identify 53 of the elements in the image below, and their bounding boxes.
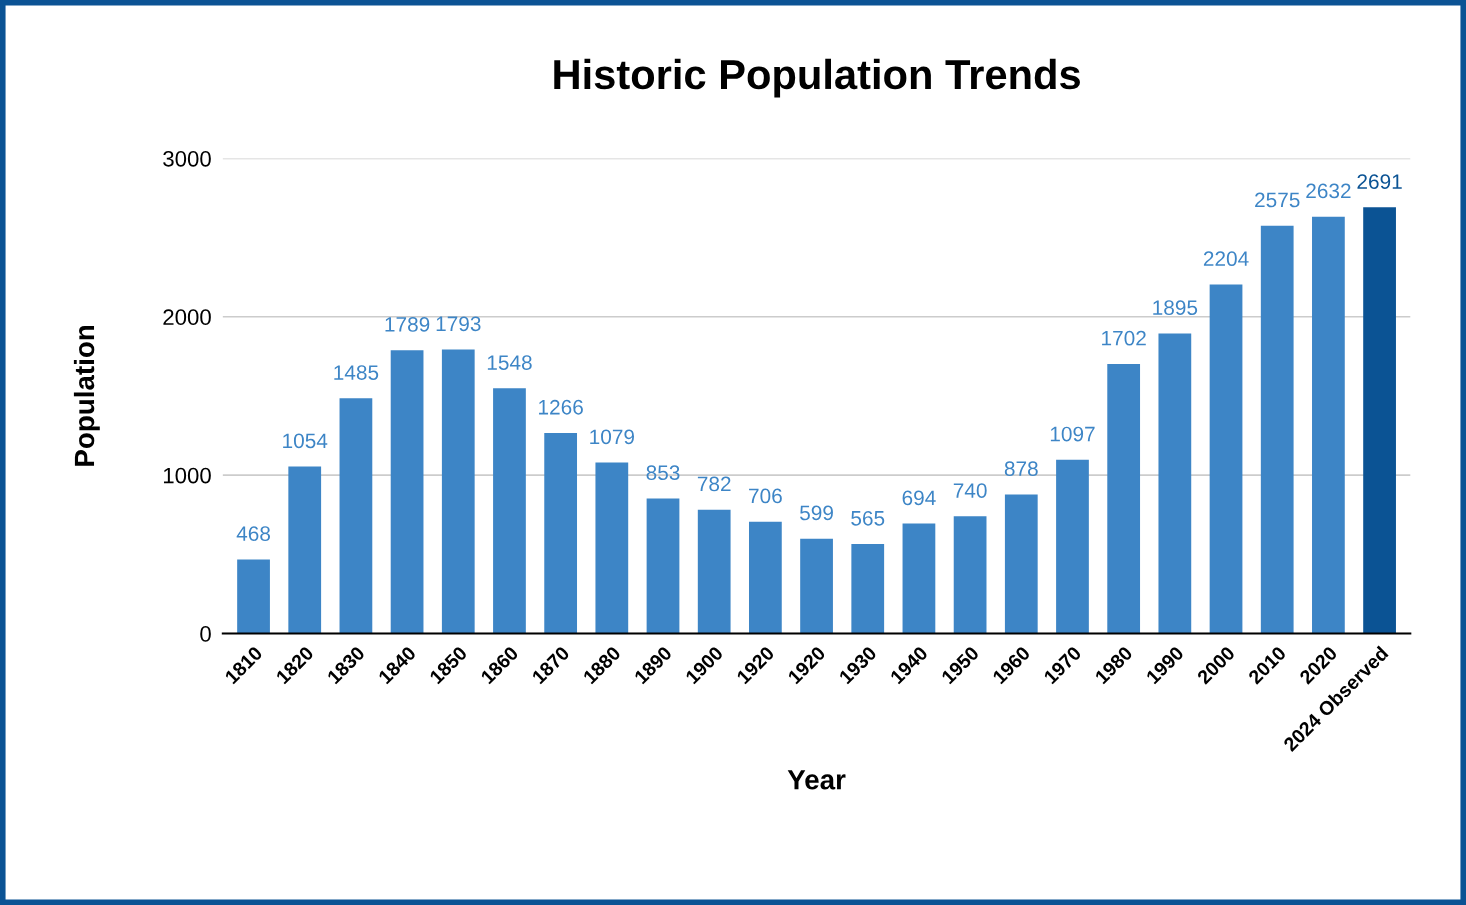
data-label: 1266 — [539, 399, 583, 415]
bar — [493, 388, 526, 634]
bar — [646, 498, 680, 634]
bar — [1209, 284, 1243, 634]
data-label: 1702 — [1102, 330, 1146, 346]
bar — [749, 521, 782, 634]
data-label: 1793 — [436, 316, 481, 332]
data-label: 599 — [800, 505, 833, 521]
data-label: 1079 — [590, 429, 635, 445]
y-tick-label: 3000 — [163, 150, 211, 167]
bar — [237, 559, 270, 634]
data-label: 853 — [646, 465, 680, 481]
data-label: 2632 — [1306, 183, 1351, 199]
data-label: 782 — [697, 476, 731, 492]
bar — [1158, 333, 1192, 634]
bar — [1004, 494, 1038, 634]
y-tick-label: 1000 — [163, 467, 211, 484]
bar — [800, 538, 833, 634]
bar — [851, 544, 885, 634]
data-label: 2575 — [1255, 192, 1300, 208]
bar — [288, 466, 322, 634]
data-label: 2691 — [1357, 174, 1402, 189]
data-label: 878 — [1004, 461, 1038, 477]
bar — [902, 523, 936, 634]
chart-title: Historic Population Trends — [554, 58, 1080, 98]
data-label: 2204 — [1203, 251, 1249, 267]
data-label: 1895 — [1153, 300, 1198, 316]
bar — [1260, 225, 1294, 634]
data-label: 740 — [953, 483, 987, 498]
data-label: 1097 — [1050, 426, 1095, 442]
bar — [1363, 207, 1396, 634]
data-label: 565 — [851, 510, 885, 526]
bar — [339, 398, 373, 634]
bar — [697, 509, 731, 634]
data-label: 1054 — [283, 433, 328, 449]
bar — [1312, 216, 1345, 634]
y-tick-label: 2000 — [163, 309, 211, 326]
data-label: 1789 — [385, 317, 430, 332]
bar — [1107, 363, 1141, 634]
data-label: 694 — [902, 490, 936, 506]
bar — [390, 350, 424, 634]
bar — [1056, 459, 1089, 634]
bar — [544, 433, 578, 634]
data-label: 1548 — [487, 355, 532, 370]
bar — [595, 462, 629, 634]
y-tick-label: 0 — [200, 626, 211, 642]
data-label: 1485 — [334, 365, 379, 380]
y-axis-title: Population — [73, 325, 100, 466]
bar — [953, 516, 987, 634]
x-axis-title: Year — [787, 770, 846, 790]
bar — [441, 349, 475, 634]
data-label: 706 — [749, 488, 782, 504]
data-label: 468 — [236, 526, 271, 542]
